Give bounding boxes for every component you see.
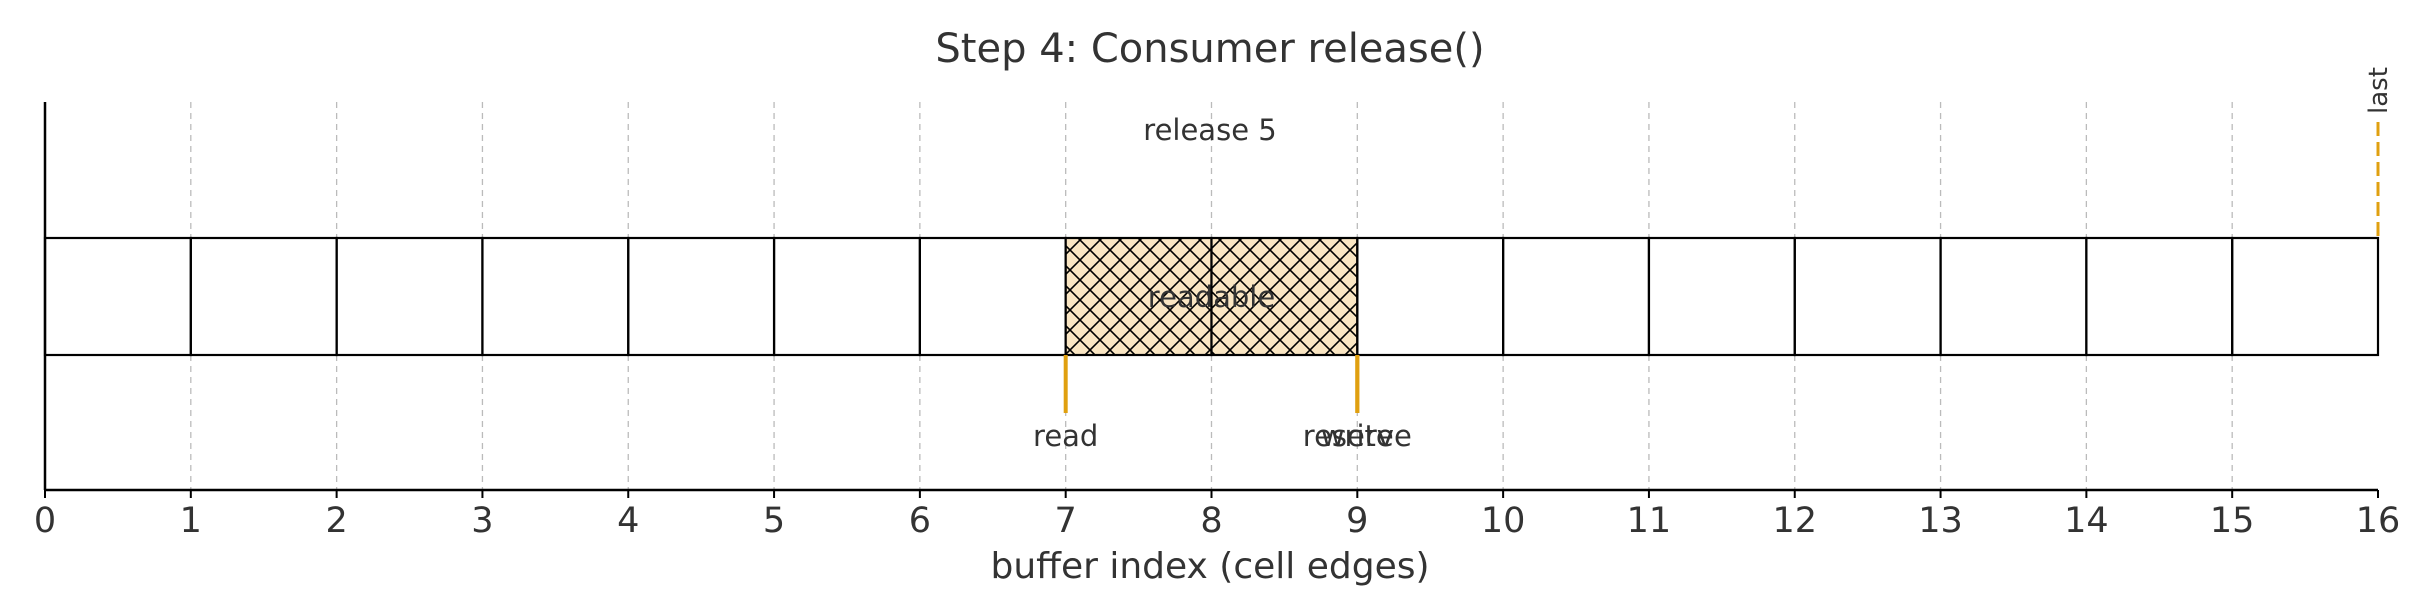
buffer-cell (43, 236, 192, 357)
x-ticks: 0 1 2 3 4 5 6 7 8 9 10 11 12 13 14 15 16 (34, 490, 2400, 541)
x-tick-label: 15 (2210, 501, 2255, 541)
x-tick-label: 13 (1918, 501, 1963, 541)
buffer-cell (1647, 236, 1796, 357)
filled-region-label: readable (1148, 280, 1275, 314)
filled-cell (1210, 236, 1359, 357)
x-tick-label: 10 (1481, 501, 1526, 541)
grid (190, 102, 2233, 490)
pointer-last-label: last (2364, 67, 2394, 114)
chart-title: Step 4: Consumer release() (935, 26, 1484, 72)
pointer-read-label: read (1033, 419, 1098, 453)
buffer-cells: readable (43, 236, 2380, 357)
pointer-write-label: write (1321, 419, 1394, 453)
buffer-cell (335, 236, 484, 357)
x-tick-label: 7 (1055, 501, 1077, 541)
x-tick-label: 2 (325, 501, 347, 541)
x-tick-label: 6 (909, 501, 931, 541)
buffer-cell (627, 236, 776, 357)
x-tick-label: 3 (471, 501, 493, 541)
release-annotation: release 5 (1143, 113, 1276, 147)
buffer-cell (189, 236, 338, 357)
x-tick-label: 4 (617, 501, 639, 541)
x-tick-label: 9 (1346, 501, 1368, 541)
buffer-cell (1502, 236, 1651, 357)
pointer-reserve-label: reserve (1303, 419, 1412, 453)
filled-cell (1064, 236, 1213, 357)
buffer-cell (918, 236, 1067, 357)
x-tick-label: 12 (1772, 501, 1817, 541)
buffer-cell (1356, 236, 1505, 357)
buffer-cell (1939, 236, 2088, 357)
x-axis-label: buffer index (cell edges) (990, 546, 1429, 587)
x-tick-label: 8 (1200, 501, 1222, 541)
x-tick-label: 14 (2064, 501, 2109, 541)
x-tick-label: 0 (34, 501, 56, 541)
x-tick-label: 16 (2356, 501, 2401, 541)
x-tick-label: 5 (763, 501, 785, 541)
x-tick-label: 11 (1627, 501, 1672, 541)
buffer-cell (772, 236, 921, 357)
buffer-cell (1793, 236, 1942, 357)
buffer-cell (2231, 236, 2380, 357)
x-tick-label: 1 (180, 501, 202, 541)
buffer-cell (2085, 236, 2234, 357)
buffer-cell (481, 236, 630, 357)
